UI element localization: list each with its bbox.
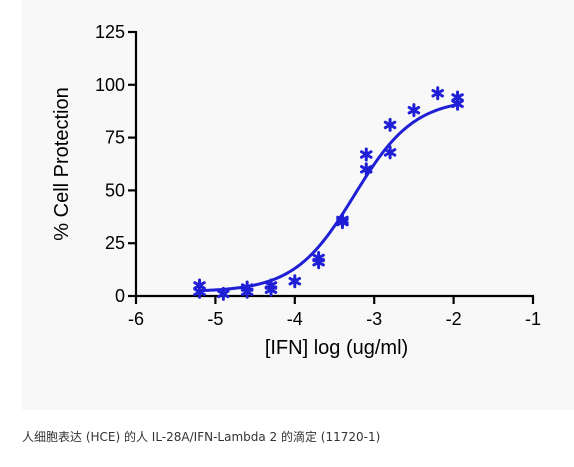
y-tick-label: 25 (105, 233, 125, 253)
y-tick-label: 50 (105, 180, 125, 200)
data-point (240, 280, 254, 295)
data-point (217, 286, 230, 301)
data-point (431, 86, 444, 101)
y-tick-label: 75 (105, 128, 125, 148)
x-tick-label: -4 (287, 309, 303, 329)
y-tick-label: 0 (115, 286, 125, 306)
x-tick-label: -1 (525, 309, 541, 329)
x-tick-label: -5 (207, 309, 223, 329)
data-point (288, 274, 302, 289)
data-point (312, 255, 325, 270)
y-tick-label: 125 (95, 22, 125, 42)
axes (134, 31, 534, 298)
data-point (383, 145, 397, 160)
dose-response-chart: 0 25 50 75 100 125 -6 -5 -4 -3 -2 -1 [IFN] log (ug… (51, 22, 541, 359)
data-point (193, 284, 206, 299)
data-point (264, 278, 278, 293)
data-point (451, 96, 464, 111)
y-tick-label: 100 (95, 75, 125, 95)
figure-panel (22, 0, 574, 410)
data-point (360, 147, 373, 162)
fit-curve (199, 103, 458, 293)
figure-caption: 人细胞表达 (HCE) 的人 IL-28A/IFN-Lambda 2 的滴定 (… (22, 430, 381, 444)
x-tick-label: -2 (446, 309, 462, 329)
data-point (383, 117, 397, 132)
x-axis-ticks: -6 -5 -4 -3 -2 -1 (128, 296, 541, 329)
y-axis-ticks: 0 25 50 75 100 125 (95, 22, 136, 306)
x-tick-label: -6 (128, 309, 144, 329)
data-point (336, 212, 349, 227)
data-points (193, 86, 464, 301)
x-axis-title: [IFN] log (ug/ml) (265, 337, 408, 359)
data-point (407, 103, 421, 118)
y-axis-title: % Cell Protection (51, 87, 73, 240)
data-point (360, 162, 373, 177)
x-tick-label: -3 (366, 309, 382, 329)
